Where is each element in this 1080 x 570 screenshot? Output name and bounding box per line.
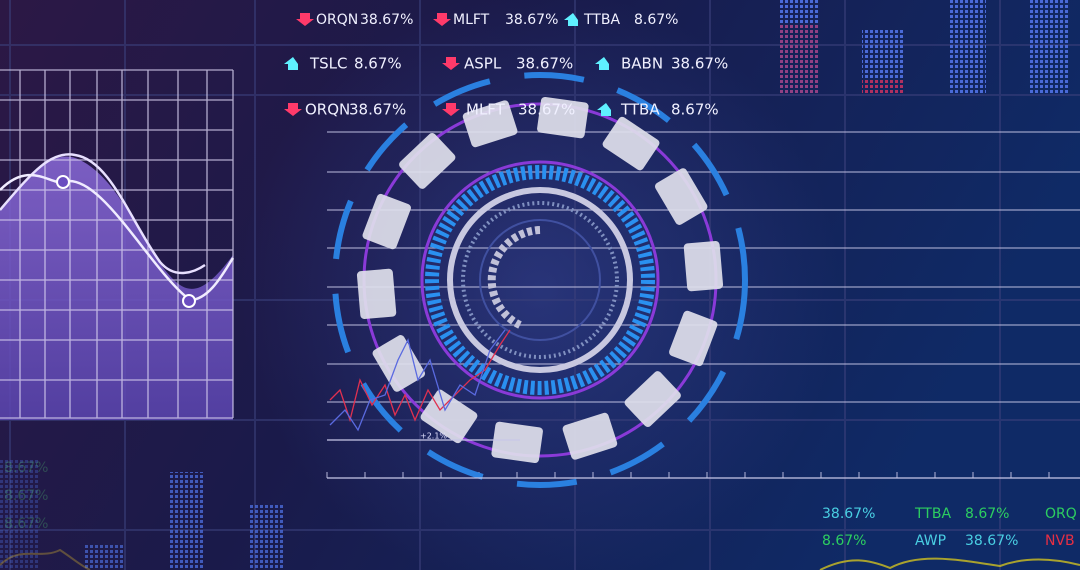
inner-ring [461, 201, 619, 359]
trend-arrow [597, 103, 611, 116]
inner-arc [487, 226, 541, 329]
faded-label: 8.67% [4, 488, 48, 504]
trend-arrow [284, 103, 302, 116]
ring-block [562, 412, 618, 460]
ring-block [683, 241, 724, 292]
ticker-value: 38.67% [671, 55, 728, 73]
wave [0, 548, 91, 570]
faded-label: 8.67% [4, 516, 48, 532]
ring-block [356, 268, 397, 319]
bottom-label: 38.67% [965, 533, 1018, 549]
bar-deco [948, 0, 986, 95]
ring-block [399, 132, 456, 189]
bottom-label: 8.67% [965, 506, 1009, 522]
mini-chart-label: +2.1% [420, 432, 447, 441]
purple-ring [420, 160, 660, 400]
ring-block [420, 389, 478, 444]
curve-point [182, 294, 196, 308]
outer-arcs [332, 72, 748, 488]
mini-chart: +2.1% [327, 329, 1080, 479]
trend-arrow [296, 13, 314, 26]
ring-block [372, 335, 426, 392]
bottom-label: AWP [915, 533, 946, 549]
ticker-value: 38.67% [349, 101, 406, 119]
left-chart-grid [0, 69, 234, 419]
ticker-symbol: ASPL [464, 55, 502, 73]
left-chart [0, 69, 235, 420]
curve-point [56, 175, 70, 189]
bar-deco [1030, 0, 1068, 95]
ticker-value: 8.67% [634, 12, 678, 28]
trend-arrow [564, 13, 578, 26]
ticker-symbol: MLFT [453, 12, 490, 28]
ticker-value: 38.67% [516, 55, 573, 73]
ticker-symbol: TSLC [309, 55, 348, 73]
faded-label: 8.67% [4, 460, 48, 476]
ring-block [491, 421, 543, 464]
ticker-value: 38.67% [360, 12, 413, 28]
trend-arrow [442, 57, 460, 70]
ticker-value: 38.67% [505, 12, 558, 28]
ring-block [669, 310, 718, 367]
bottom-label: NVB [1045, 533, 1075, 549]
bar-deco [85, 545, 125, 570]
ticker-symbol: TTBA [620, 101, 660, 119]
bar-deco [250, 505, 285, 570]
ticker-symbol: MLFT [466, 101, 506, 119]
bottom-label: 8.67% [822, 533, 866, 549]
central-ring [332, 72, 748, 488]
ticker-value: 8.67% [354, 55, 402, 73]
mini-line [329, 329, 506, 432]
inner-ring [479, 219, 601, 341]
ring-block [602, 116, 660, 171]
labels: ORQN 38.67% MLFT 38.67% TTBA 8.67%TSLC 8.67% AS… [0, 12, 1080, 570]
ticker-symbol: BABN [621, 55, 663, 73]
ticker-symbol: ORQN [305, 101, 350, 119]
ring-block [462, 100, 518, 148]
curve [0, 153, 206, 275]
trend-arrow [442, 103, 460, 116]
bottom-label: 38.67% [822, 506, 875, 522]
wave [819, 557, 1080, 570]
ring-block [624, 371, 681, 428]
curve [0, 173, 235, 302]
ring-block [654, 168, 708, 225]
ticker-symbol: ORQN [316, 12, 358, 28]
inner-ring [447, 187, 633, 373]
ring-block [537, 96, 589, 139]
ticker-value: 8.67% [671, 101, 719, 119]
trend-arrow [595, 57, 609, 70]
bar-deco [862, 78, 904, 95]
ticker-symbol: TTBA [583, 12, 620, 28]
area-fill [0, 156, 233, 420]
trend-arrow [433, 13, 451, 26]
tick-ring [425, 165, 655, 395]
bar-deco [0, 460, 40, 570]
bottom-label: ORQ [1045, 506, 1077, 522]
bar-deco [780, 25, 818, 95]
bar-deco [170, 472, 205, 570]
mini-line [329, 329, 511, 423]
ring-block [362, 193, 411, 250]
bottom-label: TTBA [914, 506, 951, 522]
ticker-value: 38.67% [518, 101, 575, 119]
trend-arrow [284, 57, 298, 70]
